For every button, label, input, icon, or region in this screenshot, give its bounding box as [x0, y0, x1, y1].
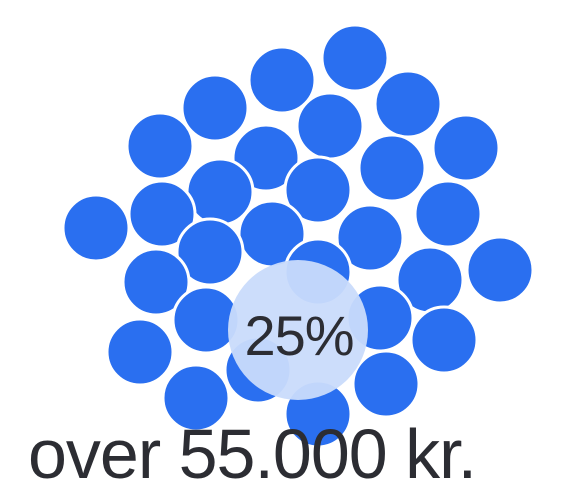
blue-dot [351, 349, 421, 419]
blue-dot [357, 133, 427, 203]
blue-dot [185, 157, 255, 227]
percentage-label: 25% [244, 304, 354, 367]
blue-dot [283, 155, 353, 225]
blue-dot [431, 113, 501, 183]
dot-cluster [61, 23, 535, 449]
blue-dot [247, 45, 317, 115]
blue-dot [409, 305, 479, 375]
blue-dot [161, 363, 231, 433]
infographic: 25% over 55.000 kr. [28, 23, 535, 490]
blue-dot [295, 91, 365, 161]
blue-dot [127, 179, 197, 249]
blue-dot [105, 317, 175, 387]
blue-dot [125, 111, 195, 181]
caption-text: over 55.000 kr. [28, 415, 477, 493]
blue-dot [413, 179, 483, 249]
blue-dot [335, 203, 405, 273]
blue-dot [175, 217, 245, 287]
blue-dot [465, 235, 535, 305]
blue-dot [61, 193, 131, 263]
blue-dot [180, 73, 250, 143]
highlight-circle [228, 260, 368, 400]
blue-dot [373, 69, 443, 139]
blue-dot [320, 23, 390, 93]
blue-dot [121, 247, 191, 317]
